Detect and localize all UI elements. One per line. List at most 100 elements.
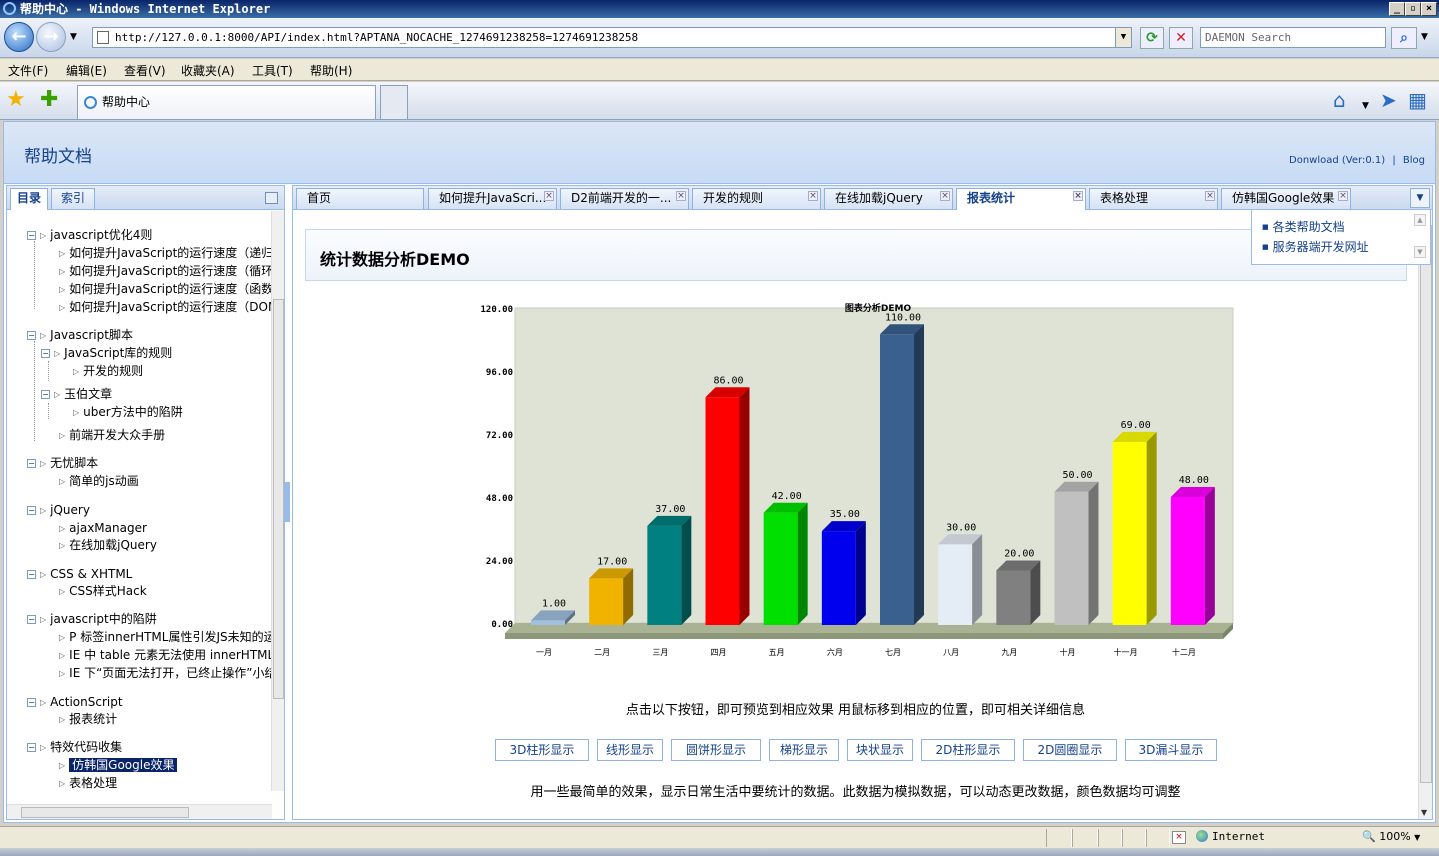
blog-link[interactable]: Blog — [1402, 155, 1425, 166]
search-icon[interactable]: ⌕ — [1391, 27, 1417, 49]
popup-scroll-up-icon[interactable]: ▲ — [1414, 214, 1426, 226]
close-window-button[interactable]: × — [1421, 2, 1437, 16]
tree-folder[interactable]: − ▷ ActionScript — [27, 695, 123, 709]
minimize-button[interactable]: _ — [1389, 2, 1405, 16]
tree-item[interactable]: ▷如何提升JavaScript的运行速度（循环篇） — [59, 264, 272, 278]
close-tab-icon[interactable]: × — [1073, 191, 1083, 201]
menu-view[interactable]: 查看(V) — [124, 64, 166, 78]
scrollbar-thumb[interactable] — [273, 299, 284, 699]
tree-folder[interactable]: − ▷ Javascript脚本 — [27, 328, 133, 342]
tree-horizontal-scrollbar[interactable] — [7, 804, 272, 819]
tree-folder[interactable]: − ▷ 特效代码收集 — [27, 740, 123, 754]
tree-item[interactable]: ▷P 标签innerHTML属性引发JS未知的运行时错误 — [59, 630, 272, 644]
collapse-icon[interactable]: − — [41, 390, 50, 399]
scrollbar-thumb[interactable] — [21, 807, 189, 818]
tab-report[interactable]: 报表统计 × — [956, 188, 1086, 210]
close-tab-icon[interactable]: × — [940, 191, 950, 201]
tree-item[interactable]: ▷ ajaxManager — [59, 521, 147, 535]
new-tab-button[interactable] — [380, 85, 408, 119]
tree-folder[interactable]: − ▷ javascript中的陷阱 — [27, 612, 157, 626]
download-link[interactable]: Donwload (Ver:0.1) — [1289, 155, 1386, 166]
close-tab-icon[interactable]: × — [1205, 191, 1215, 201]
tree-folder[interactable]: − ▷ javascript优化4则 — [27, 228, 153, 242]
collapse-icon[interactable]: − — [27, 231, 36, 240]
panel-splitter[interactable] — [285, 482, 290, 522]
security-status-icon[interactable]: × — [1172, 831, 1186, 844]
collapse-icon[interactable]: − — [27, 615, 36, 624]
close-tab-icon[interactable]: × — [676, 191, 686, 201]
menu-favorites[interactable]: 收藏夹(A) — [181, 64, 235, 78]
stop-icon[interactable]: ✕ — [1169, 27, 1193, 49]
network-icon[interactable]: ▦ — [1408, 88, 1427, 112]
btn-3d-bar[interactable]: 3D柱形显示 — [495, 739, 589, 761]
tree-item[interactable]: ▷ 表格处理 — [59, 776, 118, 790]
collapse-icon[interactable]: − — [41, 349, 50, 358]
tab-d2[interactable]: D2前端开发的一... × — [560, 188, 689, 209]
tree-folder[interactable]: − ▷ JavaScript库的规则 — [41, 346, 173, 360]
close-tab-icon[interactable]: × — [808, 191, 818, 201]
tree-folder[interactable]: − ▷ jQuery — [27, 503, 90, 517]
forward-button[interactable]: → — [36, 22, 66, 52]
popup-scroll-down-icon[interactable]: ▼ — [1414, 246, 1426, 258]
popup-item-help-docs[interactable]: 各类帮助文档 — [1262, 218, 1345, 235]
browser-tab[interactable]: 帮助中心 — [77, 85, 376, 119]
collapse-panel-icon[interactable] — [265, 192, 278, 204]
close-tab-icon[interactable]: × — [544, 191, 554, 201]
collapse-icon[interactable]: − — [27, 570, 36, 579]
address-input[interactable]: http://127.0.0.1:8000/API/index.html?APT… — [92, 27, 1132, 48]
maximize-button[interactable]: ▫ — [1405, 2, 1421, 16]
zoom-level[interactable]: 🔍 100% ▼ — [1362, 830, 1421, 843]
search-input[interactable]: DAEMON Search — [1200, 27, 1386, 48]
tree-item[interactable]: ▷如何提升JavaScript的运行速度（DOM篇） — [59, 300, 272, 314]
menu-edit[interactable]: 编辑(E) — [66, 64, 107, 78]
collapse-icon[interactable]: − — [27, 459, 36, 468]
tree-item[interactable]: ▷ 报表统计 — [59, 712, 118, 726]
btn-3d-funnel[interactable]: 3D漏斗显示 — [1125, 739, 1217, 761]
tree-item[interactable]: ▷ CSS样式Hack — [59, 584, 147, 598]
tree-item[interactable]: ▷如何提升JavaScript的运行速度（递归篇） — [59, 246, 272, 260]
btn-line[interactable]: 线形显示 — [597, 739, 663, 761]
menu-file[interactable]: 文件(F) — [8, 64, 49, 78]
tab-list-dropdown-icon[interactable]: ▼ — [1410, 188, 1430, 208]
home-icon[interactable]: ⌂ — [1333, 88, 1346, 112]
btn-2d-circle[interactable]: 2D圆圈显示 — [1023, 739, 1117, 761]
close-tab-icon[interactable]: × — [1338, 191, 1348, 201]
tab-contents[interactable]: 目录 — [10, 188, 48, 210]
tree-item[interactable]: ▷ 开发的规则 — [73, 364, 144, 378]
tree-item[interactable]: ▷ IE 下“页面无法打开，已终止操作”小结 — [59, 666, 272, 680]
favorites-star-icon[interactable]: ★ — [6, 87, 26, 112]
search-options-icon[interactable]: ▼ — [1421, 32, 1428, 42]
tab-table[interactable]: 表格处理 × — [1089, 188, 1218, 209]
content-vertical-scrollbar[interactable]: ▲ ▼ — [1418, 211, 1432, 819]
tab-jquery[interactable]: 在线加载jQuery × — [824, 188, 953, 209]
popup-scrollbar[interactable]: ▲ ▼ — [1414, 214, 1426, 262]
scroll-down-icon[interactable]: ▼ — [1421, 808, 1428, 817]
history-dropdown-icon[interactable]: ▼ — [70, 32, 77, 42]
address-dropdown-icon[interactable]: ▼ — [1115, 28, 1131, 47]
tree-folder[interactable]: − ▷ 无忧脚本 — [27, 456, 99, 470]
tree-folder[interactable]: − ▷ CSS & XHTML — [27, 567, 133, 581]
tab-index[interactable]: 索引 — [51, 188, 95, 209]
back-button[interactable]: ← — [4, 22, 34, 52]
tab-home[interactable]: 首页 — [296, 188, 424, 209]
btn-block[interactable]: 块状显示 — [847, 739, 913, 761]
home-dropdown-icon[interactable]: ▼ — [1362, 101, 1369, 111]
tree-item-selected[interactable]: ▷ 仿韩国Google效果 — [59, 757, 178, 773]
popup-item-server-urls[interactable]: 服务器端开发网址 — [1262, 238, 1369, 255]
collapse-icon[interactable]: − — [27, 698, 36, 707]
tree-item[interactable]: ▷ uber方法中的陷阱 — [73, 405, 183, 419]
tree-vertical-scrollbar[interactable] — [271, 211, 284, 791]
tree-item[interactable]: ▷ 简单的js动画 — [59, 474, 139, 488]
tree-item[interactable]: ▷如何提升JavaScript的运行速度（函数篇） — [59, 282, 272, 296]
collapse-icon[interactable]: − — [27, 743, 36, 752]
collapse-icon[interactable]: − — [27, 331, 36, 340]
menu-tools[interactable]: 工具(T) — [252, 64, 293, 78]
scrollbar-thumb[interactable] — [1420, 225, 1432, 783]
tree-folder[interactable]: − ▷ 玉伯文章 — [41, 387, 113, 401]
tab-dev-rules[interactable]: 开发的规则 × — [692, 188, 821, 209]
btn-2d-bar[interactable]: 2D柱形显示 — [921, 739, 1015, 761]
menu-help[interactable]: 帮助(H) — [310, 64, 353, 78]
tree-item[interactable]: ▷ 在线加载jQuery — [59, 538, 157, 552]
tree-item[interactable]: ▷ 前端开发大众手册 — [59, 428, 166, 442]
btn-pie[interactable]: 圆饼形显示 — [671, 739, 761, 761]
